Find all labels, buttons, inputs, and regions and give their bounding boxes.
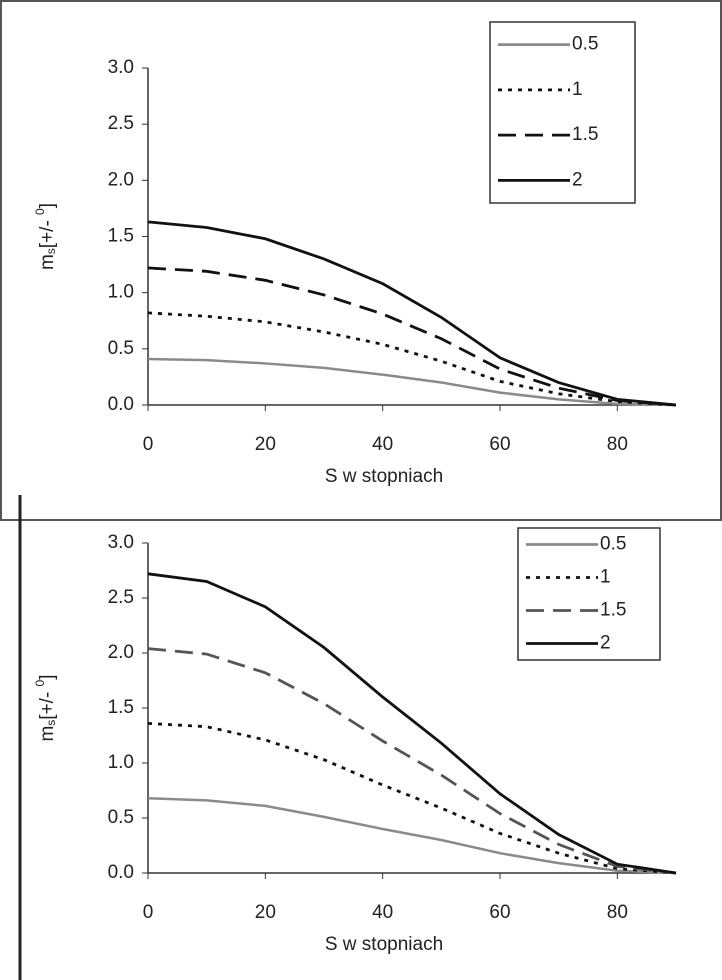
legend-label: 2 (600, 633, 611, 654)
y-tick-label: 2.0 (108, 642, 134, 663)
legend-box (517, 527, 661, 661)
y-axis-label-part: 0 (33, 208, 47, 215)
line-series (147, 266, 677, 407)
y-axis-label-part: s (44, 720, 58, 726)
legend-label: 1.5 (572, 124, 598, 145)
line-series (147, 357, 677, 407)
y-tick-label: 0.5 (108, 338, 134, 359)
line-series (147, 796, 677, 875)
x-axis-label: S w stopniach (325, 466, 443, 487)
y-tick-label: 1.5 (108, 697, 134, 718)
y-tick-label: 1.5 (108, 226, 134, 247)
legend-label: 0.5 (600, 534, 626, 555)
x-tick-label: 0 (143, 434, 154, 455)
x-tick-label: 60 (489, 434, 510, 455)
legend-label: 1 (572, 79, 583, 100)
x-axis-label: S w stopniach (325, 934, 443, 955)
y-tick-label: 0.5 (108, 807, 134, 828)
y-tick-label: 2.5 (108, 587, 134, 608)
y-tick-label: 2.0 (108, 169, 134, 190)
y-axis-label-part: 0 (33, 679, 47, 686)
legend-label: 0.5 (572, 34, 598, 55)
legend-label: 2 (572, 169, 583, 190)
line-series (147, 722, 677, 875)
y-axis-label: ms[+/- 0] (33, 674, 58, 741)
y-tick-label: 1.0 (108, 752, 134, 773)
y-axis-label-part: m (37, 726, 58, 742)
legend-label: 1.5 (600, 600, 626, 621)
y-axis-label: ms[+/- 0] (33, 203, 58, 270)
y-axis-label-part: [+/- (37, 686, 58, 719)
y-axis-label-part: ] (37, 674, 58, 679)
legend-label: 1 (600, 567, 611, 588)
y-tick-label: 3.0 (108, 57, 134, 78)
panel-frame (0, 0, 722, 521)
x-tick-label: 60 (489, 902, 510, 923)
x-tick-label: 20 (255, 902, 276, 923)
line-series (147, 220, 677, 407)
x-tick-label: 80 (607, 902, 628, 923)
legend-box (489, 21, 636, 204)
y-tick-label: 1.0 (108, 282, 134, 303)
y-axis-label-part: s (44, 248, 58, 254)
line-series (147, 647, 677, 875)
y-axis-label-part: ] (37, 203, 58, 208)
x-tick-label: 40 (372, 902, 393, 923)
y-axis-label-part: m (37, 254, 58, 270)
y-tick-label: 3.0 (108, 532, 134, 553)
y-axis-label-part: [+/- (37, 215, 58, 248)
x-tick-label: 20 (255, 434, 276, 455)
y-tick-label: 2.5 (108, 113, 134, 134)
x-tick-label: 80 (607, 434, 628, 455)
x-tick-label: 40 (372, 434, 393, 455)
y-tick-label: 0.0 (108, 394, 134, 415)
y-tick-label: 0.0 (108, 862, 134, 883)
x-tick-label: 0 (143, 902, 154, 923)
line-series (147, 572, 677, 875)
